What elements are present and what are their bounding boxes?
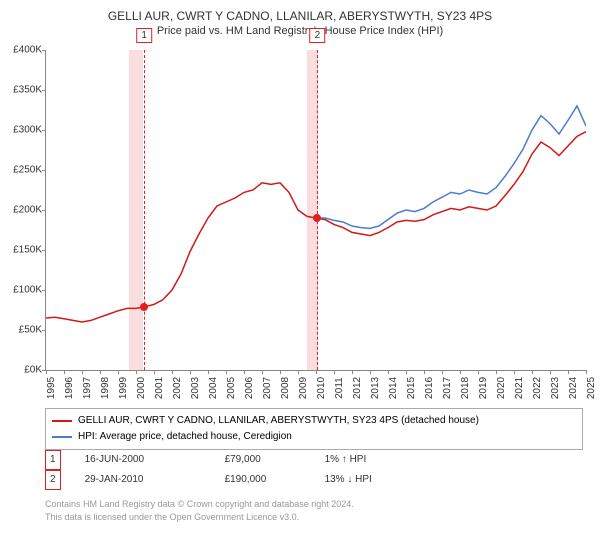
sale-delta: 13% ↓ HPI (325, 471, 445, 489)
x-tick-label: 2016 (424, 377, 435, 399)
legend: GELLI AUR, CWRT Y CADNO, LLANILAR, ABERY… (45, 408, 583, 450)
sale-point (313, 214, 321, 222)
sale-date: 29-JAN-2010 (85, 471, 225, 489)
plot-area: £0K£50K£100K£150K£200K£250K£300K£350K£40… (45, 50, 586, 371)
x-tick-label: 2009 (298, 377, 309, 399)
x-tick-label: 2012 (352, 377, 363, 399)
x-tick-label: 1997 (82, 377, 93, 399)
x-tick-label: 2014 (388, 377, 399, 399)
chart-container: GELLI AUR, CWRT Y CADNO, LLANILAR, ABERY… (0, 0, 600, 560)
x-tick-label: 1996 (64, 377, 75, 399)
x-tick-label: 2018 (460, 377, 471, 399)
sale-delta: 1% ↑ HPI (325, 451, 445, 469)
legend-label: HPI: Average price, detached house, Cere… (78, 429, 292, 445)
x-tick-label: 2000 (136, 377, 147, 399)
legend-item: HPI: Average price, detached house, Cere… (52, 429, 576, 445)
sale-shade (307, 50, 318, 370)
x-tick-label: 2001 (154, 377, 165, 399)
footnote-line: This data is licensed under the Open Gov… (45, 511, 354, 524)
chart-subtitle: Price paid vs. HM Land Registry's House … (0, 25, 600, 41)
legend-item: GELLI AUR, CWRT Y CADNO, LLANILAR, ABERY… (52, 413, 576, 429)
x-tick-label: 2008 (280, 377, 291, 399)
sale-vline-label: 2 (310, 28, 326, 43)
x-tick-label: 2010 (316, 377, 327, 399)
x-tick-label: 2006 (244, 377, 255, 399)
x-tick-label: 2004 (208, 377, 219, 399)
sale-vline (144, 50, 145, 370)
footnote: Contains HM Land Registry data © Crown c… (45, 498, 354, 523)
x-tick-label: 2011 (334, 377, 345, 399)
sale-vline-label: 1 (136, 28, 152, 43)
sale-marker: 1 (45, 450, 61, 470)
x-tick-label: 2019 (478, 377, 489, 399)
chart-title: GELLI AUR, CWRT Y CADNO, LLANILAR, ABERY… (0, 0, 600, 25)
series-hpi (316, 106, 586, 228)
x-tick-label: 2007 (262, 377, 273, 399)
sale-marker: 2 (45, 470, 61, 490)
x-tick-label: 2025 (586, 377, 597, 399)
legend-swatch (52, 436, 72, 438)
sales-table: 1 16-JUN-2000 £79,000 1% ↑ HPI 2 29-JAN-… (45, 450, 445, 490)
sale-price: £79,000 (225, 451, 325, 469)
footnote-line: Contains HM Land Registry data © Crown c… (45, 498, 354, 511)
x-tick-label: 2002 (172, 377, 183, 399)
x-tick-label: 1998 (100, 377, 111, 399)
x-tick-label: 2022 (532, 377, 543, 399)
x-tick-label: 2013 (370, 377, 381, 399)
x-tick-label: 2005 (226, 377, 237, 399)
sale-row: 2 29-JAN-2010 £190,000 13% ↓ HPI (45, 470, 445, 490)
sale-price: £190,000 (225, 471, 325, 489)
sale-date: 16-JUN-2000 (85, 451, 225, 469)
sale-row: 1 16-JUN-2000 £79,000 1% ↑ HPI (45, 450, 445, 470)
sale-point (140, 303, 148, 311)
x-tick-label: 2021 (514, 377, 525, 399)
x-tick-label: 2017 (442, 377, 453, 399)
sale-shade (129, 50, 143, 370)
legend-label: GELLI AUR, CWRT Y CADNO, LLANILAR, ABERY… (78, 413, 479, 429)
x-tick-label: 2023 (550, 377, 561, 399)
x-tick-label: 2015 (406, 377, 417, 399)
x-tick-label: 1995 (46, 377, 57, 399)
x-tick-label: 2020 (496, 377, 507, 399)
sale-vline (317, 50, 318, 370)
x-tick-label: 2003 (190, 377, 201, 399)
legend-swatch (52, 420, 72, 422)
x-tick-label: 2024 (568, 377, 579, 399)
x-tick-label: 1999 (118, 377, 129, 399)
